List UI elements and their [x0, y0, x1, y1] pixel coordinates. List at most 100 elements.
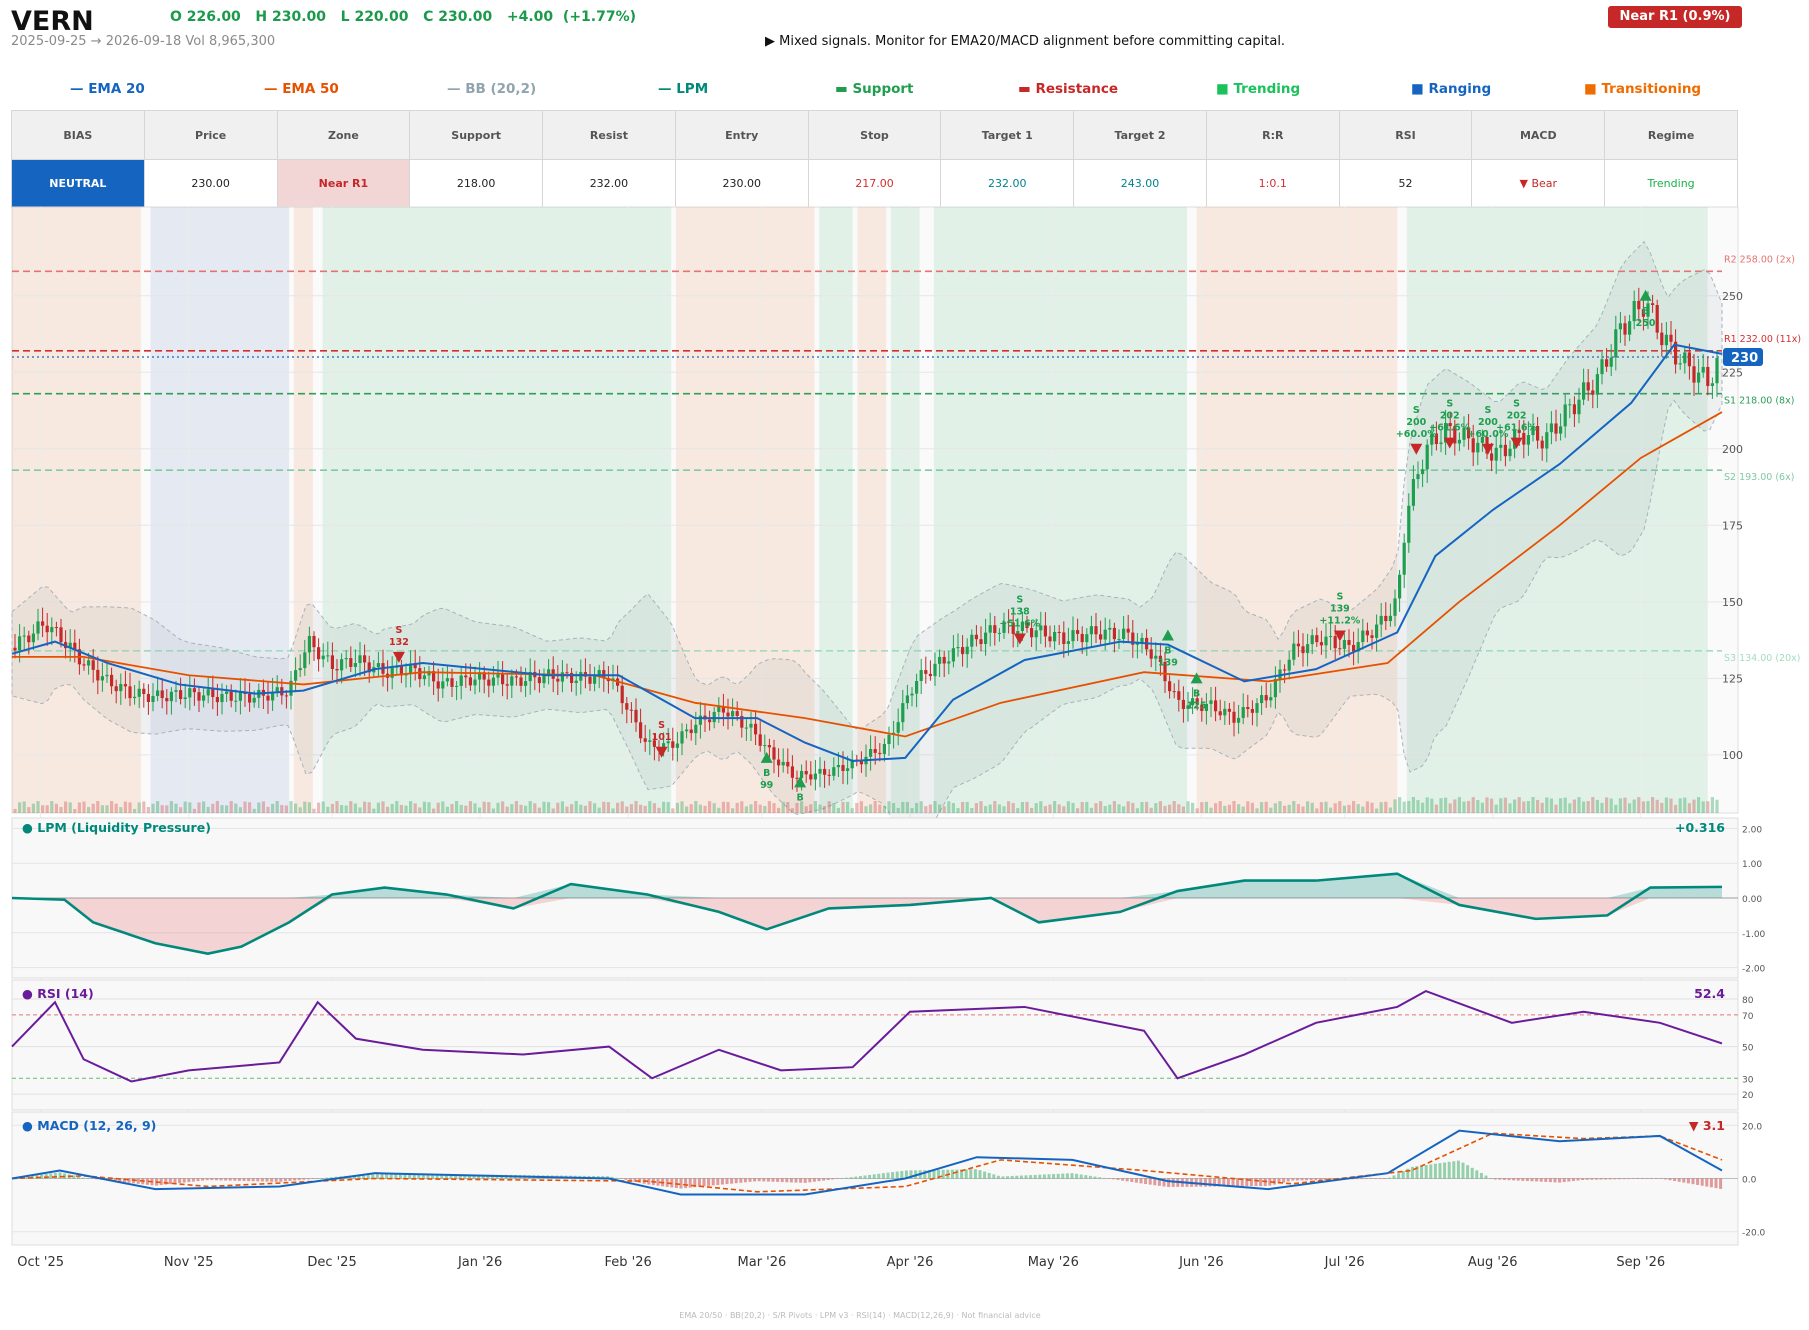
candle-body — [59, 627, 63, 643]
candle-body — [1066, 641, 1070, 645]
macd-histogram-bar — [688, 1178, 692, 1188]
target2-value: 243.00 — [1073, 159, 1207, 208]
volume-bar — [340, 805, 344, 813]
candle-body — [110, 674, 114, 687]
legend-transitioning: ■ Transitioning — [1584, 81, 1702, 97]
candle-body — [882, 744, 886, 755]
volume-bar — [50, 801, 54, 813]
volume-bar — [1439, 798, 1443, 813]
volume-bar — [1296, 804, 1300, 813]
candle-body — [340, 659, 344, 671]
volume-bar — [961, 801, 965, 813]
volume-bar — [27, 807, 31, 813]
stop-value: 217.00 — [807, 159, 942, 208]
target1-value: 232.00 — [940, 159, 1075, 208]
volume-bar — [1531, 797, 1535, 813]
volume-bar — [257, 802, 261, 813]
candle-body — [758, 734, 762, 746]
candle-body — [220, 693, 224, 703]
sell-marker-label: S — [1016, 595, 1023, 606]
candle-body — [248, 693, 252, 703]
macd-histogram-bar — [1236, 1178, 1240, 1187]
buy-marker-label: 99 — [760, 780, 773, 791]
macd-histogram-bar — [178, 1178, 182, 1184]
candle-body — [754, 723, 758, 735]
candle-body — [528, 671, 532, 682]
volume-bar — [1402, 801, 1406, 813]
candle-body — [850, 759, 854, 769]
candle-body — [1122, 628, 1126, 639]
volume-bar — [1522, 801, 1526, 813]
buy-marker-label: 125 — [1187, 700, 1207, 711]
volume-bar — [386, 806, 390, 813]
candle-body — [510, 676, 514, 686]
volume-bar — [82, 801, 86, 813]
macd-histogram-bar — [1199, 1178, 1203, 1187]
macd-histogram-bar — [808, 1178, 812, 1183]
macd-histogram-bar — [1295, 1178, 1299, 1181]
candle-body — [303, 652, 307, 669]
macd-histogram-bar — [1627, 1178, 1631, 1180]
macd-histogram-bar — [1640, 1178, 1644, 1179]
candle-body — [1080, 633, 1084, 643]
candle-body — [1269, 697, 1273, 701]
candle-body — [1204, 703, 1208, 712]
legend-trending: ■ Trending — [1216, 81, 1301, 97]
candle-body — [1439, 442, 1443, 445]
macd-histogram-bar — [1010, 1175, 1014, 1179]
candle-body — [698, 715, 702, 725]
candle-body — [1586, 382, 1590, 391]
price-tick-label: 250 — [1722, 290, 1743, 303]
candle-body — [537, 677, 541, 684]
volume-bar — [887, 801, 891, 813]
candle-body — [68, 642, 72, 649]
macd-histogram-bar — [1470, 1167, 1474, 1179]
volume-bar — [896, 807, 900, 813]
volume-bar — [1407, 800, 1411, 813]
candle-body — [1361, 630, 1365, 643]
volume-bar — [376, 802, 380, 813]
macd-histogram-bar — [877, 1173, 881, 1179]
volume-bar — [597, 807, 601, 813]
sell-marker-label: S — [395, 625, 402, 636]
volume-bar — [294, 803, 298, 813]
x-tick-label: Sep '26 — [1616, 1255, 1665, 1270]
macd-histogram-bar — [1300, 1178, 1304, 1181]
candle-body — [1674, 341, 1678, 365]
sell-marker-label: +60.0% — [1396, 429, 1437, 440]
macd-histogram-bar — [1714, 1178, 1718, 1189]
macd-histogram-bar — [1677, 1178, 1681, 1182]
macd-histogram-bar — [1098, 1177, 1102, 1179]
candle-body — [1453, 426, 1457, 444]
macd-histogram-bar — [647, 1178, 651, 1185]
candle-body — [142, 688, 146, 694]
candle-body — [1646, 303, 1650, 317]
volume-bar — [1683, 797, 1687, 813]
macd-histogram-bar — [1139, 1178, 1143, 1184]
candle-body — [1628, 321, 1632, 335]
macd-histogram-bar — [389, 1173, 393, 1179]
candle-body — [827, 774, 831, 776]
volume-bar — [1163, 805, 1167, 813]
volume-bar — [625, 806, 629, 813]
volume-bar — [174, 803, 178, 813]
volume-bar — [1398, 797, 1402, 813]
macd-histogram-bar — [799, 1178, 803, 1183]
macd-histogram-bar — [403, 1173, 407, 1179]
macd-histogram-bar — [1282, 1178, 1286, 1183]
candle-body — [234, 700, 238, 702]
macd-histogram-bar — [168, 1178, 172, 1185]
candle-body — [349, 658, 353, 667]
rsi-tick-label: 20 — [1742, 1091, 1754, 1101]
macd-histogram-bar — [201, 1178, 205, 1181]
candle-body — [597, 669, 601, 677]
candle-body — [947, 661, 951, 664]
legend-resistance: ▬ Resistance — [1018, 81, 1119, 97]
volume-bar — [1264, 801, 1268, 813]
candle-body — [1250, 709, 1254, 713]
volume-bar — [956, 808, 960, 813]
candle-body — [896, 722, 900, 733]
macd-histogram-bar — [1167, 1178, 1171, 1187]
macd-histogram-bar — [964, 1169, 968, 1179]
macd-histogram-bar — [1024, 1175, 1028, 1179]
